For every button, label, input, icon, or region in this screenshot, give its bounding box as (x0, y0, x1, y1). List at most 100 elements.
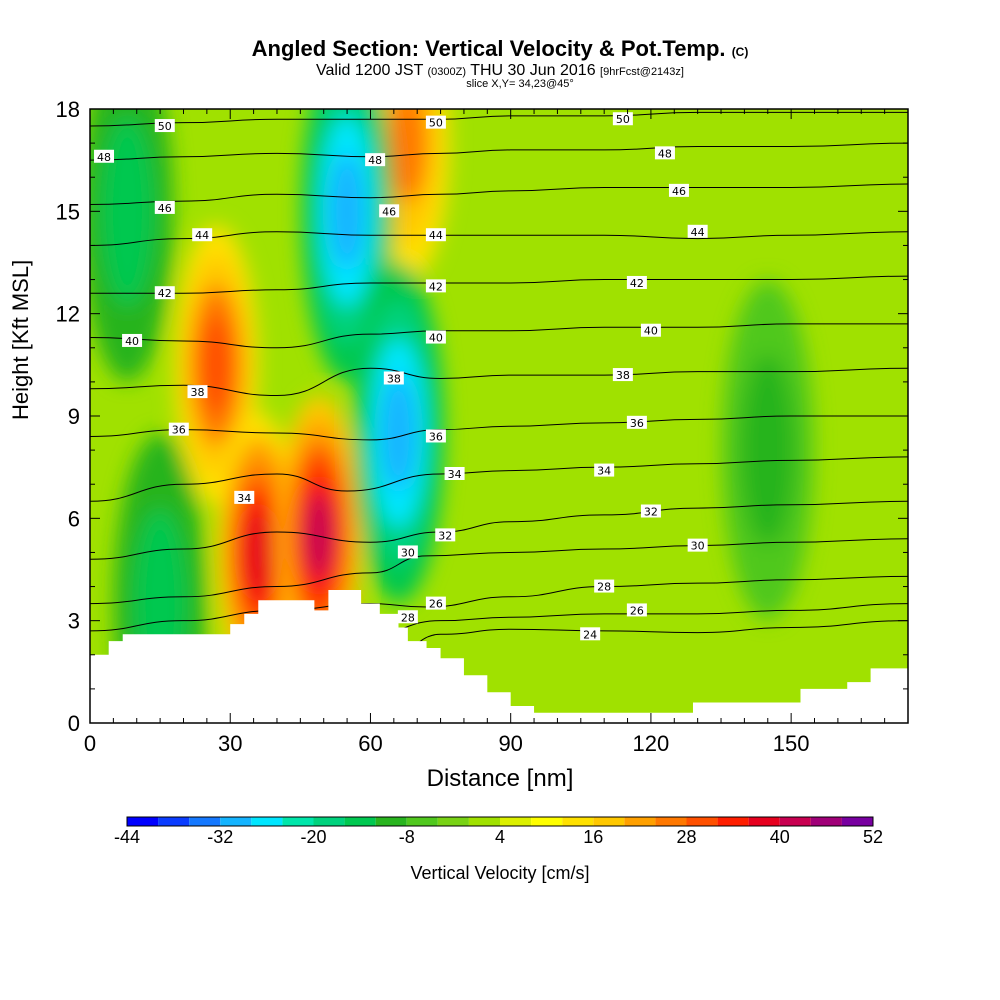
contour-label-text: 24 (583, 628, 597, 641)
contour-label-text: 38 (191, 386, 205, 399)
contour-label-text: 44 (429, 229, 443, 242)
chart-title: Angled Section: Vertical Velocity & Pot.… (251, 36, 749, 61)
plot-area: 50 50 50 48 48 48 46 46 46 44 44 44 42 42 42 40 40 40 38 38… (90, 109, 908, 723)
contour-label-24: 24 (580, 627, 601, 641)
updraft-2-band-4 (304, 491, 334, 580)
theta-contour-40 (90, 323, 908, 349)
contour-label-text: 48 (368, 154, 382, 167)
theta-contour-46 (90, 183, 908, 206)
contour-label-38: 38 (383, 371, 404, 385)
colorbar-swatch (593, 817, 625, 826)
contour-label-32: 32 (435, 528, 456, 542)
colorbar-swatch (468, 817, 500, 826)
contour-label-50: 50 (154, 119, 175, 133)
contour-label-text: 40 (644, 325, 658, 338)
contour-label-text: 36 (630, 417, 644, 430)
contour-label-36: 36 (168, 422, 189, 437)
contour-label-text: 48 (97, 151, 111, 164)
colorbar-swatch (375, 817, 407, 826)
slice-label: slice X,Y= 34,23@45° (466, 78, 574, 90)
theta-contour-44 (90, 231, 908, 246)
theta-contours (90, 111, 908, 707)
colorbar-label: Vertical Velocity [cm/s] (410, 863, 590, 883)
updraft-0-band-3 (199, 314, 233, 415)
contour-label-34: 34 (594, 463, 615, 478)
contour-label-40: 40 (640, 323, 661, 338)
colorbar-swatch (127, 817, 159, 826)
colorbar-swatch (686, 817, 718, 826)
colorbar-swatch (655, 817, 687, 826)
y-tick-label: 12 (56, 302, 80, 327)
contour-label-44: 44 (192, 228, 213, 242)
contour-label-32: 32 (640, 504, 661, 519)
downdraft-5-band-3 (381, 375, 417, 491)
y-tick-label: 0 (68, 711, 80, 736)
colorbar-swatch (717, 817, 749, 826)
colorbar-tick-label: -32 (207, 827, 233, 847)
downdraft-8-band-1 (740, 355, 795, 546)
updraft-1-band-4 (243, 508, 274, 597)
colorbar-swatch (624, 817, 656, 826)
contour-label-42: 42 (154, 286, 175, 300)
contour-label-50: 50 (425, 115, 446, 130)
colorbar-frame (126, 816, 874, 827)
contour-label-34: 34 (444, 466, 465, 481)
colorbar-swatch (251, 817, 283, 826)
colorbar-swatch (779, 817, 811, 826)
contour-label-text: 42 (429, 280, 443, 293)
contour-label-text: 30 (401, 546, 415, 559)
contour-label-text: 50 (429, 117, 443, 130)
contour-label-text: 50 (616, 113, 630, 126)
colorbar-swatch (344, 817, 376, 826)
downdraft-6-band-1 (100, 116, 155, 307)
updraft-3-band-2 (388, 109, 428, 204)
y-tick-label: 3 (68, 609, 80, 634)
x-tick-label: 150 (773, 731, 810, 756)
x-tick-label: 120 (633, 731, 670, 756)
contour-label-text: 40 (429, 332, 443, 345)
x-tick-label: 0 (84, 731, 96, 756)
contour-label-text: 48 (658, 147, 672, 160)
contour-label-text: 44 (195, 229, 209, 242)
contour-label-40: 40 (425, 330, 446, 345)
contour-label-48: 48 (654, 146, 675, 160)
contour-label-46: 46 (668, 183, 689, 198)
y-tick-label: 18 (56, 97, 80, 122)
contour-label-34: 34 (234, 490, 255, 505)
contour-label-30: 30 (687, 538, 708, 553)
contour-label-text: 36 (429, 430, 443, 443)
contour-label-text: 38 (616, 369, 630, 382)
contour-label-28: 28 (594, 579, 615, 594)
y-tick-label: 6 (68, 506, 80, 531)
colorbar-swatch (406, 817, 438, 826)
contour-label-text: 32 (644, 506, 658, 519)
theta-contour-48 (90, 142, 908, 161)
contour-label-text: 50 (158, 120, 172, 133)
contour-label-text: 46 (382, 205, 396, 218)
colorbar-swatch (500, 817, 532, 826)
contour-label-text: 28 (597, 581, 611, 594)
colorbar-tick-label: 16 (583, 827, 603, 847)
contour-label-text: 46 (158, 202, 172, 215)
contour-label-36: 36 (626, 415, 647, 430)
x-tick-label: 30 (218, 731, 242, 756)
contour-label-text: 42 (158, 287, 172, 300)
colorbar-swatch (220, 817, 252, 826)
contour-label-26: 26 (425, 596, 446, 611)
contour-label-text: 44 (691, 226, 705, 239)
theta-contour-38 (90, 367, 908, 397)
colorbar-tick-label: 4 (495, 827, 505, 847)
contour-labels: 50 50 50 48 48 48 46 46 46 44 44 44 42 42 42 40 40 40 38 38… (94, 112, 708, 641)
downdraft-4-band-3 (329, 153, 365, 269)
contour-label-48: 48 (365, 153, 386, 167)
contour-label-text: 42 (630, 277, 644, 290)
contour-label-50: 50 (612, 112, 633, 126)
contour-label-36: 36 (425, 429, 446, 443)
y-tick-label: 15 (56, 199, 80, 224)
theta-contour-32 (90, 500, 908, 560)
colorbar-swatch (531, 817, 563, 826)
colorbar-swatch (189, 817, 221, 826)
contour-label-text: 34 (448, 468, 462, 481)
